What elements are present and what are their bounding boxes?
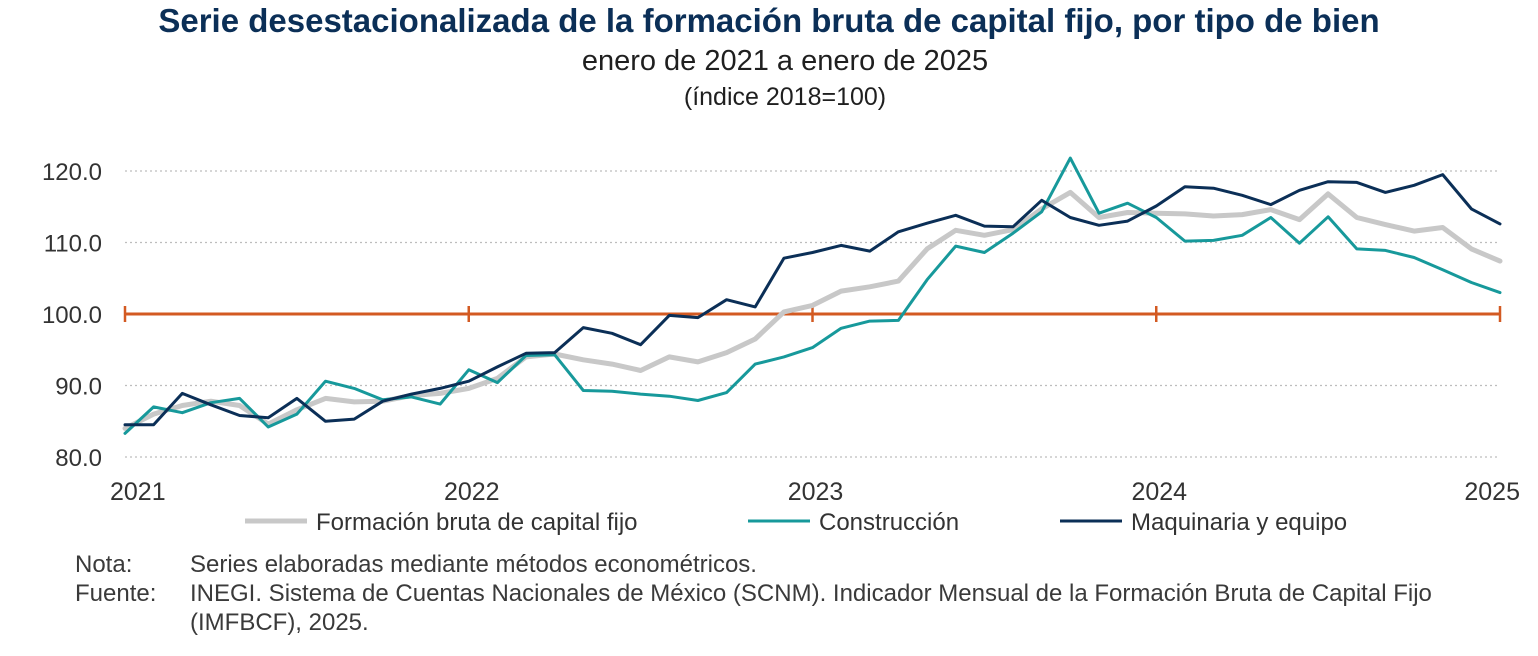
y-tick-label: 90.0: [55, 374, 102, 401]
x-tick-label: 2022: [444, 478, 500, 506]
note-label: Nota:: [75, 551, 133, 578]
legend-label-construccion: Construcción: [819, 509, 959, 536]
y-tick-label: 100.0: [42, 302, 102, 329]
unit-label: (índice 2018=100): [683, 83, 887, 111]
source-row: Fuente: INEGI. Sistema de Cuentas Nacion…: [75, 579, 1510, 637]
note-text: Series elaboradas mediante métodos econo…: [190, 551, 757, 578]
y-tick-label: 110.0: [44, 231, 102, 258]
chart-subtitle: enero de 2021 a enero de 2025: [581, 45, 989, 77]
series-line-formacion: [122, 189, 1503, 431]
notes-block: Nota: Series elaboradas mediante métodos…: [75, 550, 1510, 637]
series-line-construccion: [123, 156, 1502, 435]
note-row: Nota: Series elaboradas mediante métodos…: [75, 550, 1510, 579]
y-tick-label: 80.0: [55, 445, 102, 472]
source-label: Fuente:: [75, 580, 157, 607]
chart-plot: 80.0 90.0 100.0 110.0 120.0 2021 2022 2023 2024 2…: [42, 156, 1520, 536]
x-tick-label: 2025: [1464, 478, 1520, 506]
series-line-maquinaria: [123, 173, 1502, 427]
source-text: INEGI. Sistema de Cuentas Nacionales de …: [190, 580, 1432, 636]
legend-label-formacion: Formación bruta de capital fijo: [316, 509, 638, 536]
chart-title: Serie desestacionalizada de la formación…: [158, 2, 1380, 39]
x-tick-label: 2021: [110, 478, 166, 506]
legend-label-maquinaria: Maquinaria y equipo: [1131, 509, 1347, 536]
x-tick-label: 2023: [788, 478, 844, 506]
y-tick-label: 120.0: [42, 159, 102, 186]
x-tick-label: 2024: [1131, 478, 1187, 506]
